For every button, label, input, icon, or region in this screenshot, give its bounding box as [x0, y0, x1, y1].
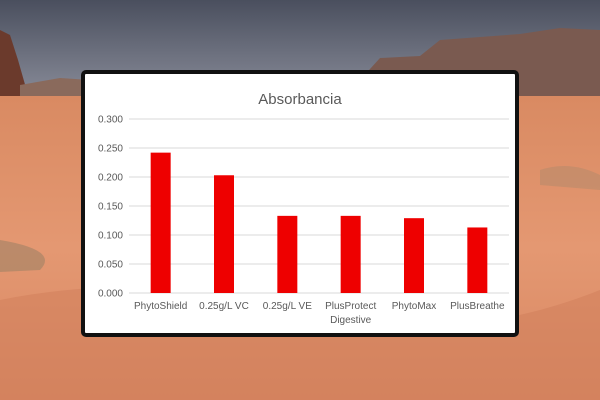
bar-chart: Absorbancia 0.000 0.050 0.100 0.150 0.200 0.2… [98, 91, 509, 326]
chart-panel: Absorbancia 0.000 0.050 0.100 0.150 0.200 0.2… [81, 70, 519, 337]
x-category-label: PhytoShield [134, 301, 187, 312]
bar [214, 175, 234, 293]
y-tick-label: 0.000 [98, 289, 123, 300]
y-tick-label: 0.300 [98, 115, 123, 126]
bar [150, 152, 171, 293]
y-tick-label: 0.200 [98, 173, 123, 184]
y-tick-label: 0.100 [98, 231, 123, 242]
x-category-label: PlusProtect Digestive [325, 301, 376, 326]
bar [340, 215, 361, 293]
bar [277, 215, 298, 293]
x-category-label: PhytoMax [392, 301, 436, 312]
bar [467, 227, 488, 293]
y-tick-label: 0.250 [98, 144, 123, 155]
y-tick-label: 0.150 [98, 202, 123, 213]
x-category-label: 0.25g/L VE [263, 301, 312, 312]
x-category-label: 0.25g/L VC [199, 301, 249, 312]
chart-title: Absorbancia [258, 91, 342, 108]
bar [404, 218, 424, 293]
y-tick-label: 0.050 [98, 260, 123, 271]
x-category-label: PlusBreathe [450, 301, 505, 312]
